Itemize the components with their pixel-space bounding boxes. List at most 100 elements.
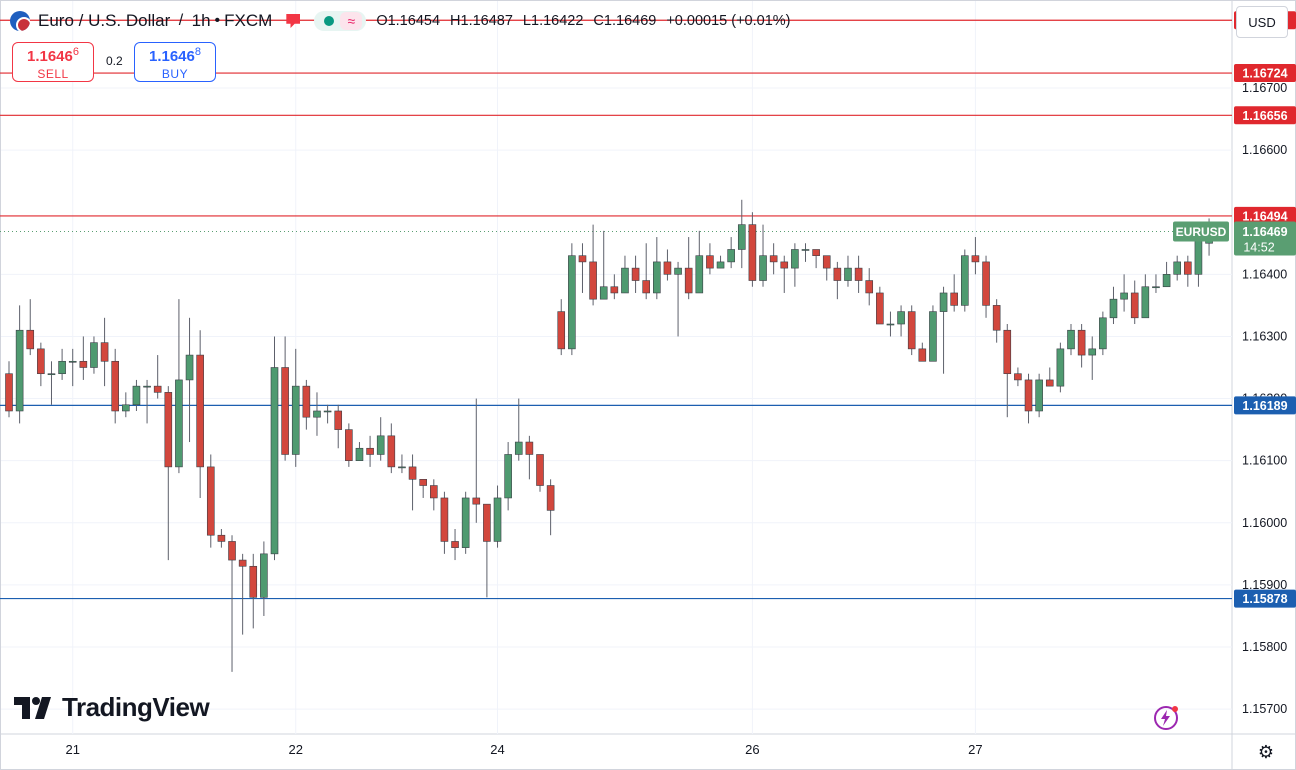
- candle-body: [398, 466, 406, 469]
- candle-body: [960, 255, 969, 306]
- last-price-label: 1.16469: [1242, 225, 1287, 239]
- candle-body: [281, 367, 289, 455]
- candle-body: [780, 261, 789, 269]
- candle-body: [971, 255, 980, 263]
- resistance-level-label: 1.16656: [1242, 109, 1287, 123]
- candle-body: [1162, 274, 1171, 288]
- separator-slash: /: [174, 12, 188, 29]
- candle-body: [929, 311, 937, 362]
- candle-body: [175, 379, 183, 468]
- symbol-title[interactable]: Euro / U.S. Dollar: [38, 11, 171, 30]
- high-value: 1.16487: [460, 13, 513, 29]
- candle-body: [313, 410, 321, 418]
- candle-body: [844, 267, 852, 281]
- candle-body: [1141, 286, 1150, 319]
- candle-body: [122, 404, 130, 412]
- candle-body: [355, 447, 364, 461]
- candle-body: [451, 541, 459, 548]
- logo-text: TradingView: [62, 692, 210, 722]
- candle-body: [822, 255, 831, 269]
- ohlc-values: O 1.16454 H 1.16487 L 1.16422 C 1.16469 +0.0…: [376, 13, 800, 29]
- candle-body: [557, 311, 566, 350]
- buy-price-main: 1.1646: [148, 48, 195, 65]
- wave-icon: ≈: [340, 12, 363, 30]
- countdown-label: 14:52: [1243, 240, 1274, 254]
- candle-body: [610, 286, 619, 294]
- candle-body: [865, 280, 874, 294]
- y-tick-label: 1.16700: [1242, 81, 1287, 95]
- candle-body: [37, 348, 45, 375]
- candle-body: [695, 255, 704, 294]
- candle-body: [674, 267, 682, 275]
- high-label: H: [450, 13, 461, 29]
- candle-body: [260, 553, 268, 598]
- market-status-icon[interactable]: ≈: [314, 11, 367, 31]
- interval-label[interactable]: 1h: [191, 11, 211, 30]
- candle-body: [143, 385, 151, 388]
- support-level-label: 1.16189: [1242, 399, 1287, 413]
- x-tick-label: 21: [65, 742, 79, 757]
- candle-body: [939, 292, 948, 312]
- close-label: C: [593, 13, 604, 29]
- candle-body: [1014, 373, 1022, 381]
- candle-body: [684, 267, 693, 294]
- candle-body: [631, 267, 640, 281]
- separator-dot: •: [214, 12, 221, 29]
- candle-body: [302, 385, 311, 418]
- x-tick-label: 27: [968, 742, 982, 757]
- candle-body: [1173, 261, 1181, 275]
- candle-body: [1130, 292, 1139, 319]
- candle-body: [132, 385, 141, 406]
- candle-body: [568, 255, 576, 350]
- candle-body: [578, 255, 587, 263]
- candle-body: [79, 360, 88, 368]
- x-tick-label: 24: [490, 742, 504, 757]
- sell-label: SELL: [37, 67, 69, 81]
- currency-selector[interactable]: USD: [1236, 6, 1288, 38]
- candle-body: [992, 305, 1001, 331]
- settings-icon[interactable]: ⚙: [1257, 741, 1275, 762]
- buy-button[interactable]: 1.16468 BUY: [134, 42, 216, 82]
- candle-body: [376, 435, 385, 455]
- candle-body: [748, 224, 757, 281]
- y-tick-label: 1.16300: [1242, 329, 1287, 343]
- candle-body: [982, 261, 990, 306]
- candle-body: [546, 485, 555, 511]
- candle-body: [737, 224, 746, 250]
- sell-button[interactable]: 1.16466 SELL: [12, 42, 94, 82]
- candle-body: [727, 249, 735, 263]
- candle-body: [1088, 348, 1097, 356]
- candle-body: [642, 280, 651, 294]
- candle-body: [5, 373, 13, 412]
- candle-body: [185, 354, 194, 381]
- candle-body: [1194, 236, 1203, 275]
- y-tick-label: 1.16100: [1242, 454, 1287, 468]
- sell-price: 1.16466: [13, 46, 93, 65]
- market-open-dot-icon: [324, 16, 335, 26]
- y-tick-label: 1.15800: [1242, 640, 1287, 654]
- candle-body: [419, 479, 427, 486]
- candle-body: [1045, 379, 1054, 387]
- ticker-tag: [1173, 221, 1229, 242]
- candle-body: [716, 261, 725, 269]
- candle-body: [706, 255, 714, 269]
- x-tick-label: 22: [289, 742, 303, 757]
- candle-body: [68, 360, 77, 363]
- candle-body: [90, 342, 98, 368]
- candle-body: [291, 385, 300, 455]
- candle-body: [408, 466, 417, 480]
- candle-body: [791, 249, 799, 269]
- candle-body: [493, 497, 502, 542]
- change-value: +0.00015 (+0.01%): [666, 13, 791, 29]
- resistance-level-label: 1.16494: [1242, 209, 1287, 223]
- candle-body: [440, 497, 449, 542]
- candle-body: [228, 541, 236, 561]
- candle-body: [599, 286, 608, 300]
- resistance-level-tag: [1234, 106, 1296, 125]
- candle-body: [907, 311, 916, 350]
- alert-icon[interactable]: [286, 14, 301, 28]
- candle-body: [26, 329, 35, 350]
- flash-icon[interactable]: [1152, 704, 1180, 732]
- close-value: 1.16469: [603, 13, 657, 29]
